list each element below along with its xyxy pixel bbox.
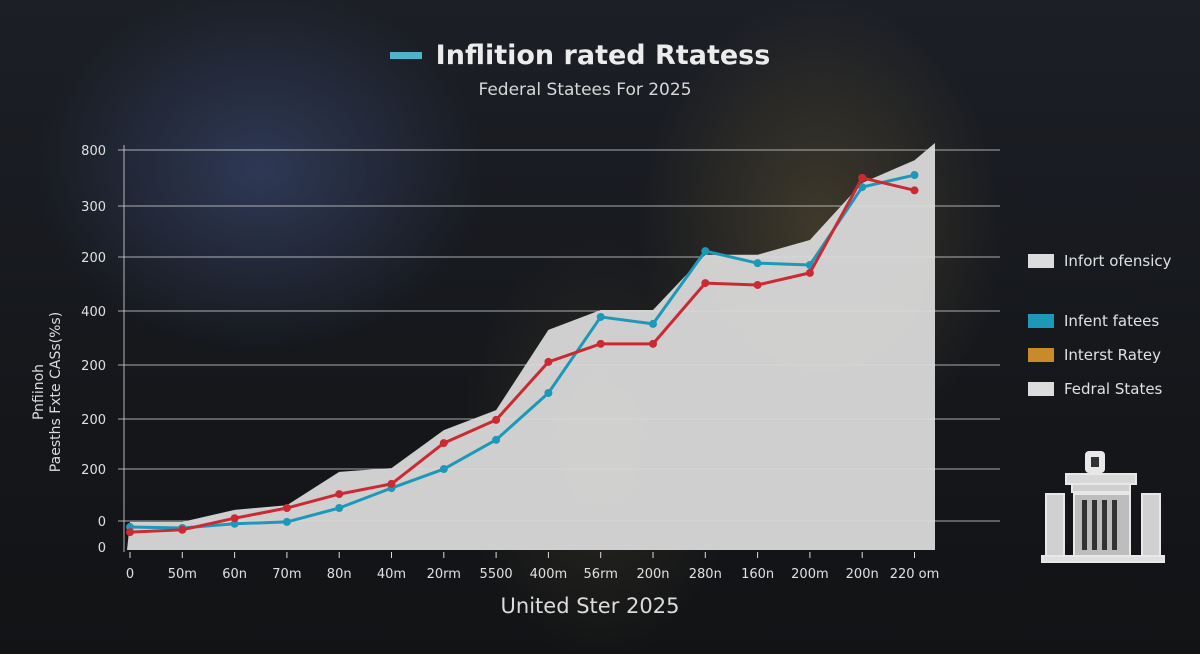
x-tick-label: 400m	[530, 567, 567, 582]
data-point	[439, 439, 448, 448]
legend-swatch	[1028, 314, 1054, 328]
bank-building-icon	[1041, 451, 1165, 563]
x-tick-label: 200m	[791, 567, 828, 582]
y-axis-label: Pnfiinoh Paesths Fxte CASs(%s)	[31, 292, 65, 492]
data-point	[910, 186, 919, 195]
data-point	[649, 339, 657, 348]
data-point	[282, 504, 291, 513]
legend-item: Fedral States	[1028, 380, 1162, 398]
x-tick-label: 0	[126, 567, 134, 582]
data-point	[858, 173, 867, 182]
chart-subtitle: Federal Statees For 2025	[478, 80, 692, 100]
area-series	[127, 143, 935, 550]
x-tick-label: 220 om	[890, 567, 940, 582]
data-point	[544, 357, 553, 366]
data-point	[439, 465, 448, 474]
x-tick-label: 160n	[741, 567, 774, 582]
y-tick-label: 0	[98, 515, 106, 530]
data-point	[649, 319, 657, 328]
data-point	[126, 528, 134, 537]
y-tick-label: 0	[98, 541, 106, 556]
data-point	[753, 280, 762, 289]
x-tick-label: 280n	[689, 567, 722, 582]
line-series	[129, 176, 915, 534]
y-tick-label: 200	[81, 251, 106, 266]
data-point	[492, 415, 501, 424]
legend-swatch	[1028, 382, 1054, 396]
data-point	[178, 525, 187, 534]
y-axis-label-line-1: Pnfiinoh	[31, 363, 47, 421]
x-tick-label: 40m	[377, 567, 406, 582]
x-tick-label: 50m	[168, 567, 197, 582]
x-tick-label: 200n	[846, 567, 879, 582]
y-axis-label-line-2: Paesths Fxte CASs(%s)	[48, 311, 64, 473]
legend-label: Infort ofensicy	[1064, 252, 1172, 270]
data-point	[701, 279, 710, 288]
y-tick-label: 200	[81, 359, 106, 374]
x-axis-label: United Ster 2025	[500, 594, 680, 618]
y-tick-label: 300	[81, 200, 106, 215]
data-point	[282, 517, 291, 526]
data-point	[701, 247, 710, 256]
title-marker	[389, 52, 422, 59]
data-point	[805, 268, 814, 277]
data-point	[596, 312, 605, 321]
x-tick-label: 80n	[327, 567, 352, 582]
x-tick-label: 70m	[272, 567, 301, 582]
y-tick-label: 200	[81, 463, 106, 478]
legend-item: Interst Ratey	[1028, 346, 1161, 364]
legend-swatch	[1028, 348, 1054, 362]
data-point	[230, 519, 239, 528]
data-point	[230, 514, 239, 523]
legend-label: Interst Ratey	[1064, 346, 1161, 364]
y-tick-label: 400	[81, 305, 106, 320]
data-point	[596, 339, 605, 348]
legend-item: Infent fatees	[1028, 312, 1159, 330]
data-point	[753, 259, 762, 268]
data-point	[335, 490, 344, 499]
y-tick-label: 800	[81, 144, 106, 159]
chart-title-text: Inflition rated Rtatess	[435, 40, 771, 71]
data-point	[910, 171, 919, 180]
data-point	[858, 183, 867, 192]
legend-item: Infort ofensicy	[1028, 252, 1172, 270]
x-tick-label: 200n	[636, 567, 669, 582]
y-tick-label: 200	[81, 413, 106, 428]
data-point	[544, 389, 553, 398]
x-tick-label: 20rm	[427, 567, 461, 582]
legend-label: Infent fatees	[1064, 312, 1160, 330]
data-point	[492, 435, 501, 444]
chart-title-wrap: Inflition rated Rtatess	[0, 40, 1200, 71]
x-tick-label: 60n	[222, 567, 247, 582]
legend-swatch	[1028, 254, 1054, 268]
data-point	[387, 479, 396, 488]
line-series	[129, 173, 915, 530]
data-point	[335, 504, 344, 513]
x-tick-label: 5500	[480, 567, 513, 582]
x-tick-label: 56rm	[584, 567, 618, 582]
legend-label: Fedral States	[1064, 380, 1163, 398]
chart-title: Inflition rated Rtatess	[389, 40, 771, 71]
